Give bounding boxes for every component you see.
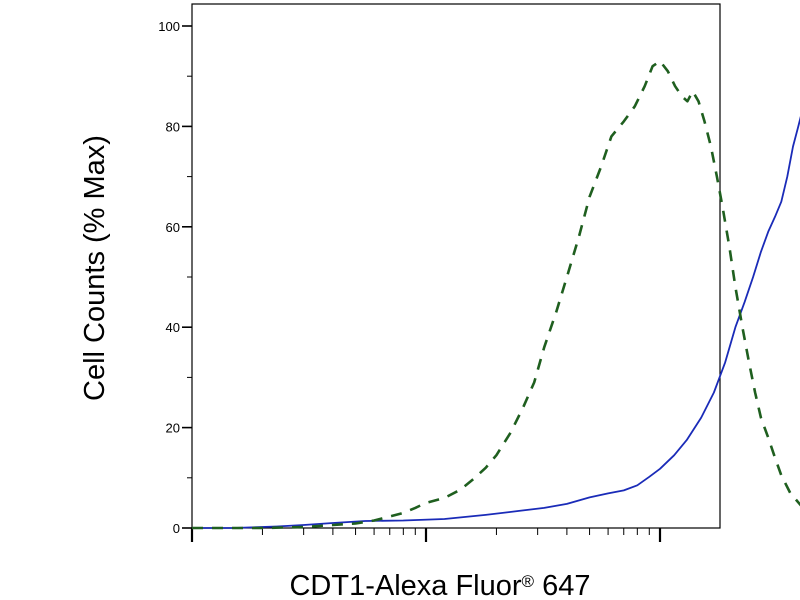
- series-line-1: [192, 116, 800, 529]
- y-axis-label: Cell Counts (% Max): [79, 135, 111, 401]
- series-line-2: [192, 59, 800, 530]
- x-axis-label: CDT1-Alexa Fluor® 647: [289, 570, 590, 600]
- y-tick-label: 40: [166, 320, 180, 335]
- axes: [191, 3, 721, 529]
- x-axis-label-main: CDT1-Alexa Fluor: [289, 570, 521, 600]
- series-group: [192, 59, 800, 530]
- x-axis-label-suffix: 647: [534, 570, 590, 600]
- y-tick-label: 20: [166, 421, 180, 436]
- y-tick-label: 100: [158, 19, 180, 34]
- y-tick-label: 0: [173, 521, 180, 536]
- x-axis-ticks: [190, 528, 662, 542]
- y-tick-label: 60: [166, 220, 180, 235]
- y-tick-label: 80: [166, 119, 180, 134]
- x-axis-label-sup: ®: [522, 572, 535, 591]
- y-axis-ticks: 0 20 40 60 80 100: [158, 19, 192, 536]
- plot-frame: [191, 3, 721, 529]
